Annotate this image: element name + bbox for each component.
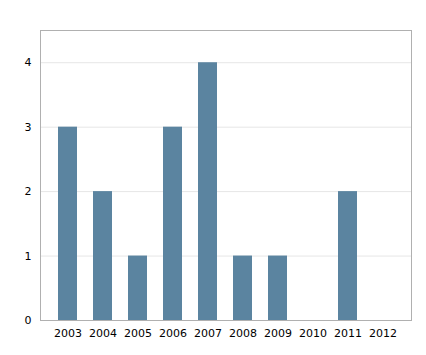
svg-text:0: 0	[25, 314, 32, 327]
svg-text:2007: 2007	[194, 327, 222, 340]
svg-text:2005: 2005	[124, 327, 152, 340]
svg-text:2006: 2006	[159, 327, 187, 340]
svg-text:2011: 2011	[334, 327, 362, 340]
svg-text:2004: 2004	[89, 327, 117, 340]
svg-text:2008: 2008	[229, 327, 257, 340]
svg-text:3: 3	[25, 121, 32, 134]
svg-text:2009: 2009	[264, 327, 292, 340]
svg-text:4: 4	[25, 56, 32, 69]
svg-text:2010: 2010	[299, 327, 327, 340]
svg-text:2: 2	[25, 185, 32, 198]
svg-text:2012: 2012	[369, 327, 397, 340]
svg-text:1: 1	[25, 250, 32, 263]
svg-text:2003: 2003	[54, 327, 82, 340]
